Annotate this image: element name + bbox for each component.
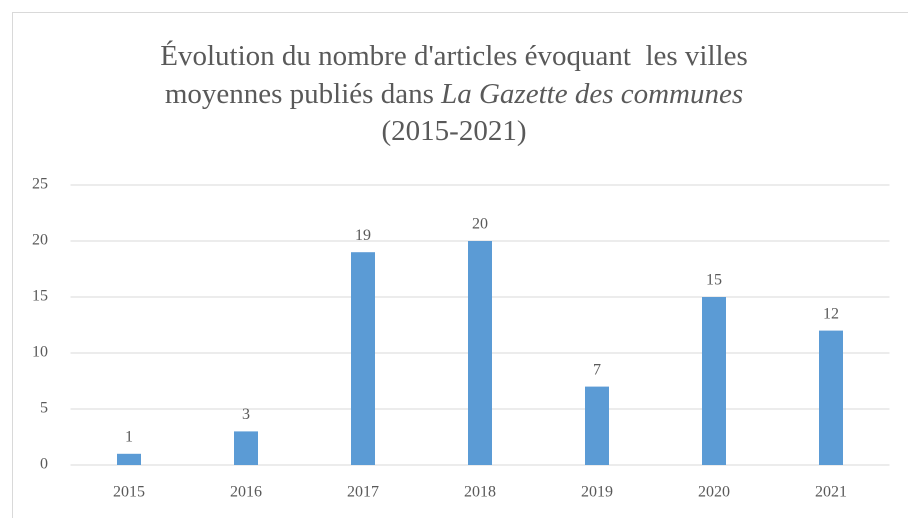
chart-title: Évolution du nombre d'articles évoquant … bbox=[160, 39, 748, 72]
x-tick-label: 2018 bbox=[464, 484, 496, 501]
bar bbox=[702, 297, 726, 465]
y-tick-label: 20 bbox=[32, 232, 48, 249]
x-tick-label: 2016 bbox=[230, 484, 262, 501]
x-tick-label: 2015 bbox=[113, 484, 145, 501]
data-label: 3 bbox=[242, 406, 250, 423]
data-label: 7 bbox=[593, 361, 601, 378]
y-tick-label: 25 bbox=[32, 176, 48, 193]
chart-frame bbox=[12, 12, 908, 518]
bar bbox=[468, 241, 492, 465]
bar bbox=[234, 431, 258, 465]
x-tick-label: 2020 bbox=[698, 484, 730, 501]
data-label: 19 bbox=[355, 227, 371, 244]
data-label: 20 bbox=[472, 216, 488, 233]
y-tick-label: 0 bbox=[40, 456, 48, 473]
data-label: 12 bbox=[823, 305, 839, 322]
y-tick-label: 5 bbox=[40, 400, 48, 417]
title-segment: Évolution du nombre d'articles évoquant … bbox=[160, 39, 748, 72]
x-tick-label: 2017 bbox=[347, 484, 379, 501]
data-label: 15 bbox=[706, 272, 722, 289]
x-tick-label: 2021 bbox=[815, 484, 847, 501]
bar bbox=[585, 386, 609, 465]
chart-title: (2015-2021) bbox=[382, 115, 527, 147]
bar bbox=[117, 453, 141, 465]
chart-title: moyennes publiés dans La Gazette des com… bbox=[165, 78, 743, 110]
title-segment: (2015-2021) bbox=[382, 115, 527, 147]
data-label: 1 bbox=[125, 428, 133, 445]
x-tick-label: 2019 bbox=[581, 484, 613, 501]
bar bbox=[819, 330, 843, 465]
title-segment: moyennes publiés dans bbox=[165, 78, 441, 110]
title-segment: La Gazette des communes bbox=[440, 78, 743, 110]
y-tick-label: 15 bbox=[32, 288, 48, 305]
bar bbox=[351, 252, 375, 465]
y-tick-label: 10 bbox=[32, 344, 48, 361]
